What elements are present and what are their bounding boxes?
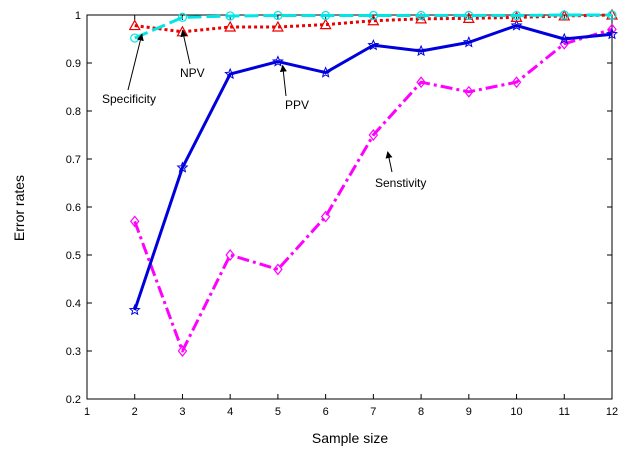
x-tick-label-7: 7 — [370, 406, 376, 418]
annotation-label-senstivity: Senstivity — [375, 176, 426, 190]
annotation-arrow-npv — [180, 29, 191, 65]
point-specificity-11 — [559, 10, 569, 20]
point-specificity-10 — [511, 10, 522, 21]
y-tick-label-5: 0.7 — [66, 154, 81, 166]
series-specificity — [130, 10, 617, 43]
y-tick-label-7: 0.9 — [66, 58, 81, 70]
point-ppv-12 — [606, 27, 618, 40]
point-senstivity-5 — [273, 263, 283, 276]
point-npv-2 — [128, 19, 141, 31]
annotation-arrow-ppv — [279, 64, 287, 97]
point-npv-6 — [319, 18, 332, 30]
point-senstivity-9 — [464, 85, 474, 98]
point-ppv-7 — [367, 38, 380, 51]
annotation-arrow-specificity — [127, 33, 144, 91]
annotation-label-ppv: PPV — [285, 98, 309, 112]
point-ppv-10 — [510, 19, 523, 31]
point-specificity-8 — [416, 10, 426, 21]
point-senstivity-10 — [511, 76, 522, 89]
y-tick-label-4: 0.6 — [66, 202, 81, 214]
point-senstivity-6 — [320, 210, 331, 223]
y-axis-label: Error rates — [11, 175, 27, 241]
x-tick-label-11: 11 — [559, 406, 570, 418]
point-senstivity-3 — [177, 345, 188, 357]
x-tick-label-4: 4 — [227, 406, 233, 418]
point-senstivity-4 — [225, 249, 235, 261]
point-senstivity-7 — [368, 129, 379, 141]
point-ppv-8 — [415, 44, 428, 57]
x-tick-label-6: 6 — [323, 406, 329, 418]
x-tick-label-8: 8 — [418, 406, 424, 418]
point-specificity-5 — [273, 10, 283, 21]
x-tick-label-9: 9 — [466, 406, 472, 418]
point-npv-9 — [462, 12, 475, 23]
point-ppv-11 — [558, 32, 571, 45]
series-ppv — [128, 19, 618, 316]
y-tick-label-0: 0.2 — [66, 394, 81, 406]
plot-frame — [86, 14, 613, 400]
x-tick-label-5: 5 — [275, 406, 281, 418]
x-tick-label-12: 12 — [606, 406, 618, 418]
x-tick-label-10: 10 — [510, 406, 522, 418]
series-line-specificity — [134, 13, 612, 40]
point-specificity-6 — [321, 10, 331, 21]
point-senstivity-8 — [416, 76, 426, 89]
point-specificity-9 — [464, 10, 474, 21]
y-tick-label-3: 0.5 — [66, 250, 81, 262]
point-ppv-2 — [128, 303, 141, 316]
x-tick-label-3: 3 — [179, 406, 185, 418]
series-line-senstivity — [133, 27, 613, 353]
x-axis-label: Sample size — [312, 430, 388, 446]
x-tick-label-2: 2 — [132, 406, 138, 418]
series-line-npv — [134, 13, 613, 34]
point-ppv-6 — [319, 66, 332, 78]
y-tick-label-2: 0.4 — [66, 298, 81, 310]
annotation-label-npv: NPV — [180, 66, 205, 80]
series-line-ppv — [133, 24, 613, 311]
point-npv-4 — [224, 20, 237, 32]
point-specificity-12 — [607, 10, 617, 20]
point-specificity-4 — [225, 11, 235, 21]
point-npv-5 — [271, 20, 284, 32]
annotation-arrow-senstivity — [385, 151, 393, 173]
point-ppv-9 — [462, 36, 475, 48]
point-specificity-3 — [177, 12, 188, 22]
y-tick-label-6: 0.8 — [66, 106, 81, 118]
annotation-label-specificity: Specificity — [102, 92, 156, 106]
y-tick-label-8: 1 — [75, 10, 81, 22]
point-npv-7 — [367, 14, 380, 26]
point-ppv-4 — [224, 67, 237, 80]
point-ppv-3 — [176, 161, 189, 173]
point-specificity-7 — [368, 10, 378, 21]
series-senstivity — [129, 23, 617, 357]
point-senstivity-2 — [129, 215, 140, 228]
x-tick-label-1: 1 — [84, 406, 90, 418]
y-tick-label-1: 0.3 — [66, 346, 81, 358]
point-ppv-5 — [271, 55, 284, 67]
